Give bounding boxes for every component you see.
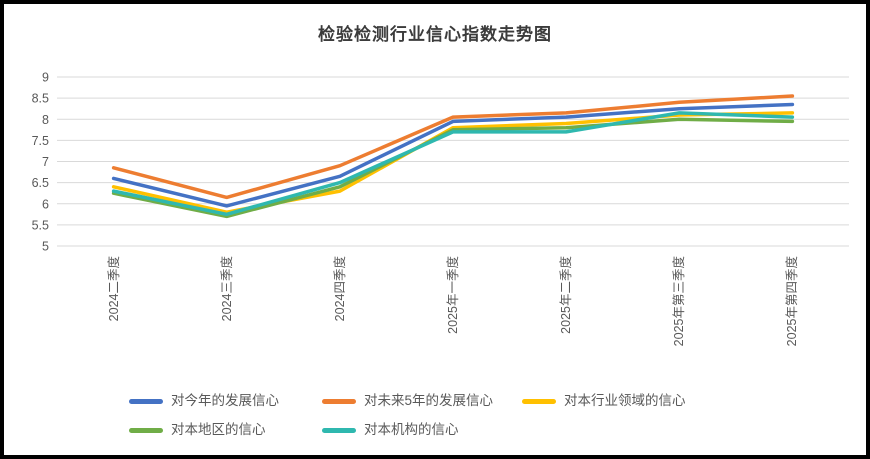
y-tick-label: 8 bbox=[42, 113, 49, 127]
legend-label: 对本机构的信心 bbox=[364, 422, 459, 437]
legend-label: 对今年的发展信心 bbox=[171, 393, 279, 408]
legend-item: 对本机构的信心 bbox=[322, 419, 522, 441]
chart-legend: 对今年的发展信心 对未来5年的发展信心 对本行业领域的信心对本地区的信心 对本机构的信… bbox=[129, 390, 752, 441]
series-line-0 bbox=[111, 102, 795, 208]
x-axis-label: 2024三季度 bbox=[219, 256, 234, 322]
legend-swatch-icon bbox=[129, 398, 163, 404]
x-axis-label: 2024二季度 bbox=[106, 256, 121, 322]
legend-item: 对本行业领域的信心 bbox=[522, 390, 752, 412]
legend-item: 对本地区的信心 bbox=[129, 419, 322, 441]
series-line-3 bbox=[111, 117, 795, 219]
legend-row: 对今年的发展信心 对未来5年的发展信心 对本行业领域的信心 bbox=[129, 390, 752, 412]
series-line-2 bbox=[111, 111, 795, 214]
legend-item: 对今年的发展信心 bbox=[129, 390, 322, 412]
x-axis-label: 2025年二季度 bbox=[559, 256, 574, 334]
x-axis-label: 2025年一季度 bbox=[446, 256, 460, 334]
x-axis-label: 2024四季度 bbox=[332, 256, 347, 322]
y-tick-label: 7.5 bbox=[32, 134, 49, 148]
chart-title: 检验检测行业信心指数走势图 bbox=[318, 25, 552, 44]
y-tick-label: 9 bbox=[42, 71, 49, 85]
legend-row: 对本地区的信心 对本机构的信心 bbox=[129, 419, 752, 441]
legend-label: 对未来5年的发展信心 bbox=[364, 393, 494, 408]
legend-swatch-icon bbox=[129, 427, 163, 433]
y-tick-label: 7 bbox=[42, 155, 49, 169]
y-tick-label: 6.5 bbox=[32, 176, 49, 190]
series-line-1 bbox=[111, 94, 795, 200]
legend-swatch-icon bbox=[522, 398, 556, 404]
legend-swatch-icon bbox=[322, 398, 356, 404]
legend-item: 对未来5年的发展信心 bbox=[322, 390, 522, 412]
series-line-4 bbox=[111, 111, 795, 217]
y-tick-label: 5 bbox=[42, 240, 49, 254]
legend-label: 对本行业领域的信心 bbox=[564, 393, 686, 408]
x-axis-label: 2025年第四季度 bbox=[785, 256, 800, 347]
x-axis-label: 2025年第三季度 bbox=[672, 256, 687, 347]
legend-label: 对本地区的信心 bbox=[171, 422, 266, 437]
plot-area: 9 8.5 8 7.5 7 6.5 6 5.5 5 bbox=[32, 71, 849, 254]
y-tick-label: 5.5 bbox=[32, 218, 49, 232]
y-tick-label: 8.5 bbox=[32, 92, 49, 106]
legend-swatch-icon bbox=[322, 427, 356, 433]
y-tick-label: 6 bbox=[42, 197, 49, 211]
